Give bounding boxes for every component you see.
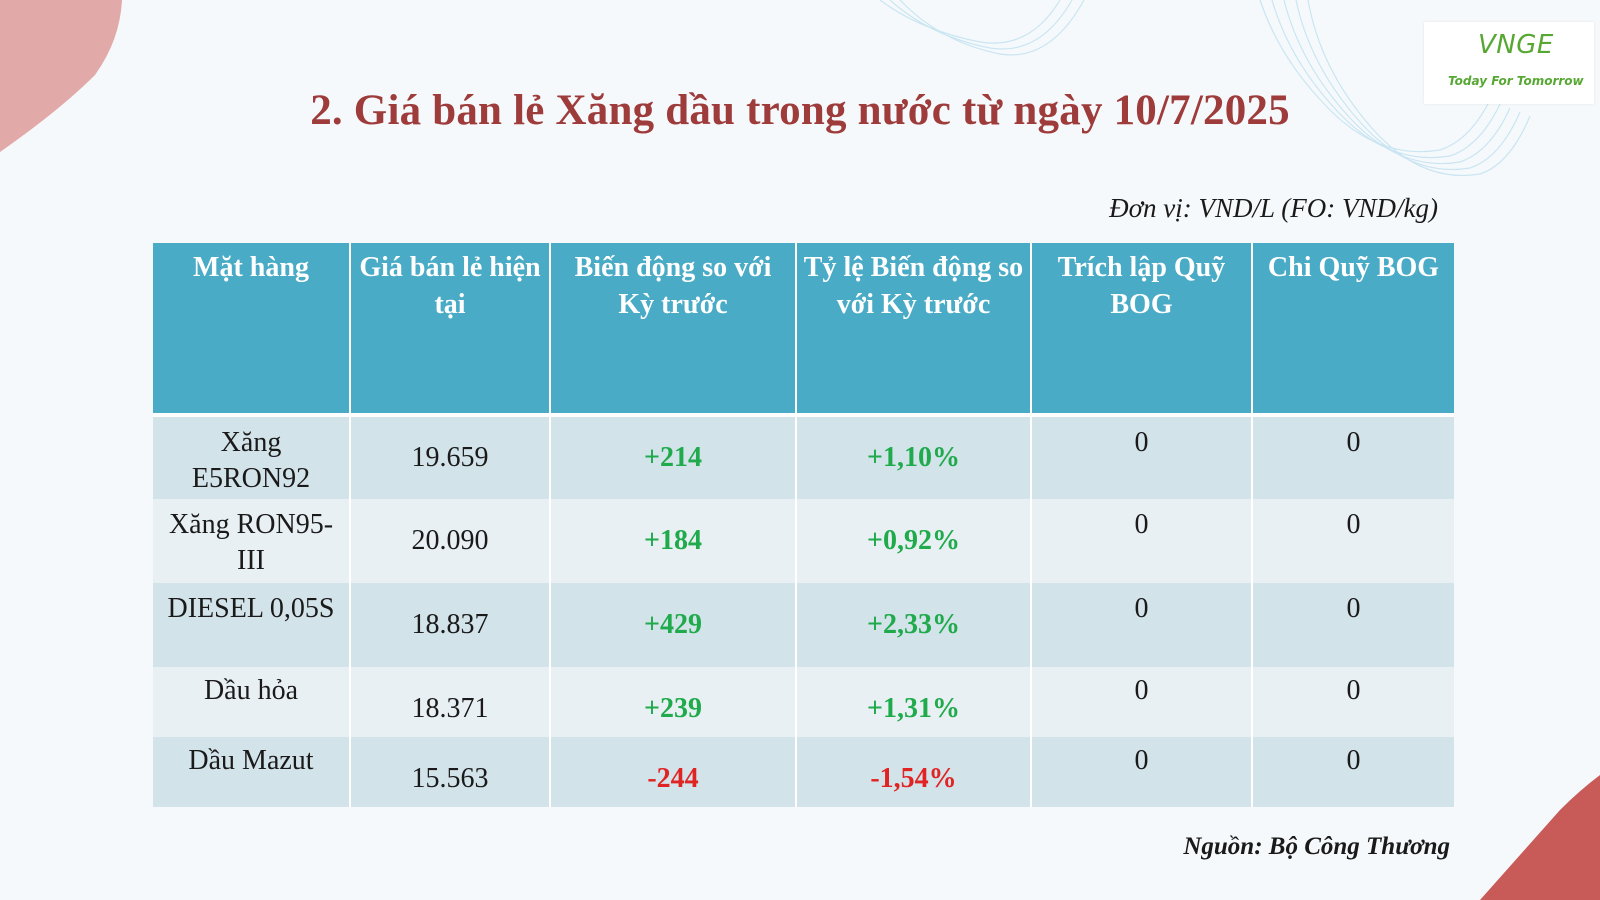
corner-shape-top-left [0,0,122,152]
price-cell: 20.090 [350,499,551,583]
item-cell: Dầu Mazut [153,737,351,807]
change-pct-cell: -1,54% [796,737,1032,807]
column-header: Chi Quỹ BOG [1252,243,1454,417]
item-cell: Dầu hỏa [153,667,351,737]
vnge-logo: VNGE Today For Tomorrow [1424,22,1594,104]
change-cell: +429 [550,583,797,667]
price-cell: 19.659 [350,415,551,499]
table-row: Xăng E5RON92 19.659 +214 +1,10% 0 0 [153,415,1454,499]
column-header: Mặt hàng [153,243,351,417]
change-pct-cell: +0,92% [796,499,1032,583]
table-header-row: Mặt hàng Giá bán lẻ hiện tại Biến động s… [153,243,1454,417]
column-header: Tỷ lệ Biến động so với Kỳ trước [796,243,1032,417]
column-header: Biến động so với Kỳ trước [550,243,797,417]
bog-out-cell: 0 [1252,415,1454,499]
table-row: Dầu hỏa 18.371 +239 +1,31% 0 0 [153,667,1454,737]
bog-in-cell: 0 [1031,737,1253,807]
page-title: 2. Giá bán lẻ Xăng dầu trong nước từ ngà… [310,87,1290,134]
bog-out-cell: 0 [1252,499,1454,583]
fuel-price-table: Mặt hàng Giá bán lẻ hiện tại Biến động s… [153,243,1454,807]
bog-in-cell: 0 [1031,499,1253,583]
table-row: Dầu Mazut 15.563 -244 -1,54% 0 0 [153,737,1454,807]
item-cell: Xăng E5RON92 [153,415,351,499]
table-row: Xăng RON95-III 20.090 +184 +0,92% 0 0 [153,499,1454,583]
logo-tagline: Today For Tomorrow [1448,74,1584,88]
bog-out-cell: 0 [1252,583,1454,667]
price-cell: 18.837 [350,583,551,667]
corner-shape-bottom-right [1480,775,1600,900]
logo-mark: VNGE [1478,30,1554,60]
bog-in-cell: 0 [1031,415,1253,499]
table-row: DIESEL 0,05S 18.837 +429 +2,33% 0 0 [153,583,1454,667]
source-note: Nguồn: Bộ Công Thương [1183,833,1450,860]
change-cell: +184 [550,499,797,583]
column-header: Giá bán lẻ hiện tại [350,243,551,417]
column-header: Trích lập Quỹ BOG [1031,243,1253,417]
price-cell: 18.371 [350,667,551,737]
change-cell: -244 [550,737,797,807]
change-pct-cell: +1,10% [796,415,1032,499]
bog-out-cell: 0 [1252,667,1454,737]
bog-in-cell: 0 [1031,583,1253,667]
bog-in-cell: 0 [1031,667,1253,737]
change-pct-cell: +1,31% [796,667,1032,737]
change-cell: +239 [550,667,797,737]
item-cell: DIESEL 0,05S [153,583,351,667]
change-cell: +214 [550,415,797,499]
bog-out-cell: 0 [1252,737,1454,807]
price-cell: 15.563 [350,737,551,807]
change-pct-cell: +2,33% [796,583,1032,667]
item-cell: Xăng RON95-III [153,499,351,583]
unit-note: Đơn vị: VND/L (FO: VND/kg) [1109,193,1438,223]
